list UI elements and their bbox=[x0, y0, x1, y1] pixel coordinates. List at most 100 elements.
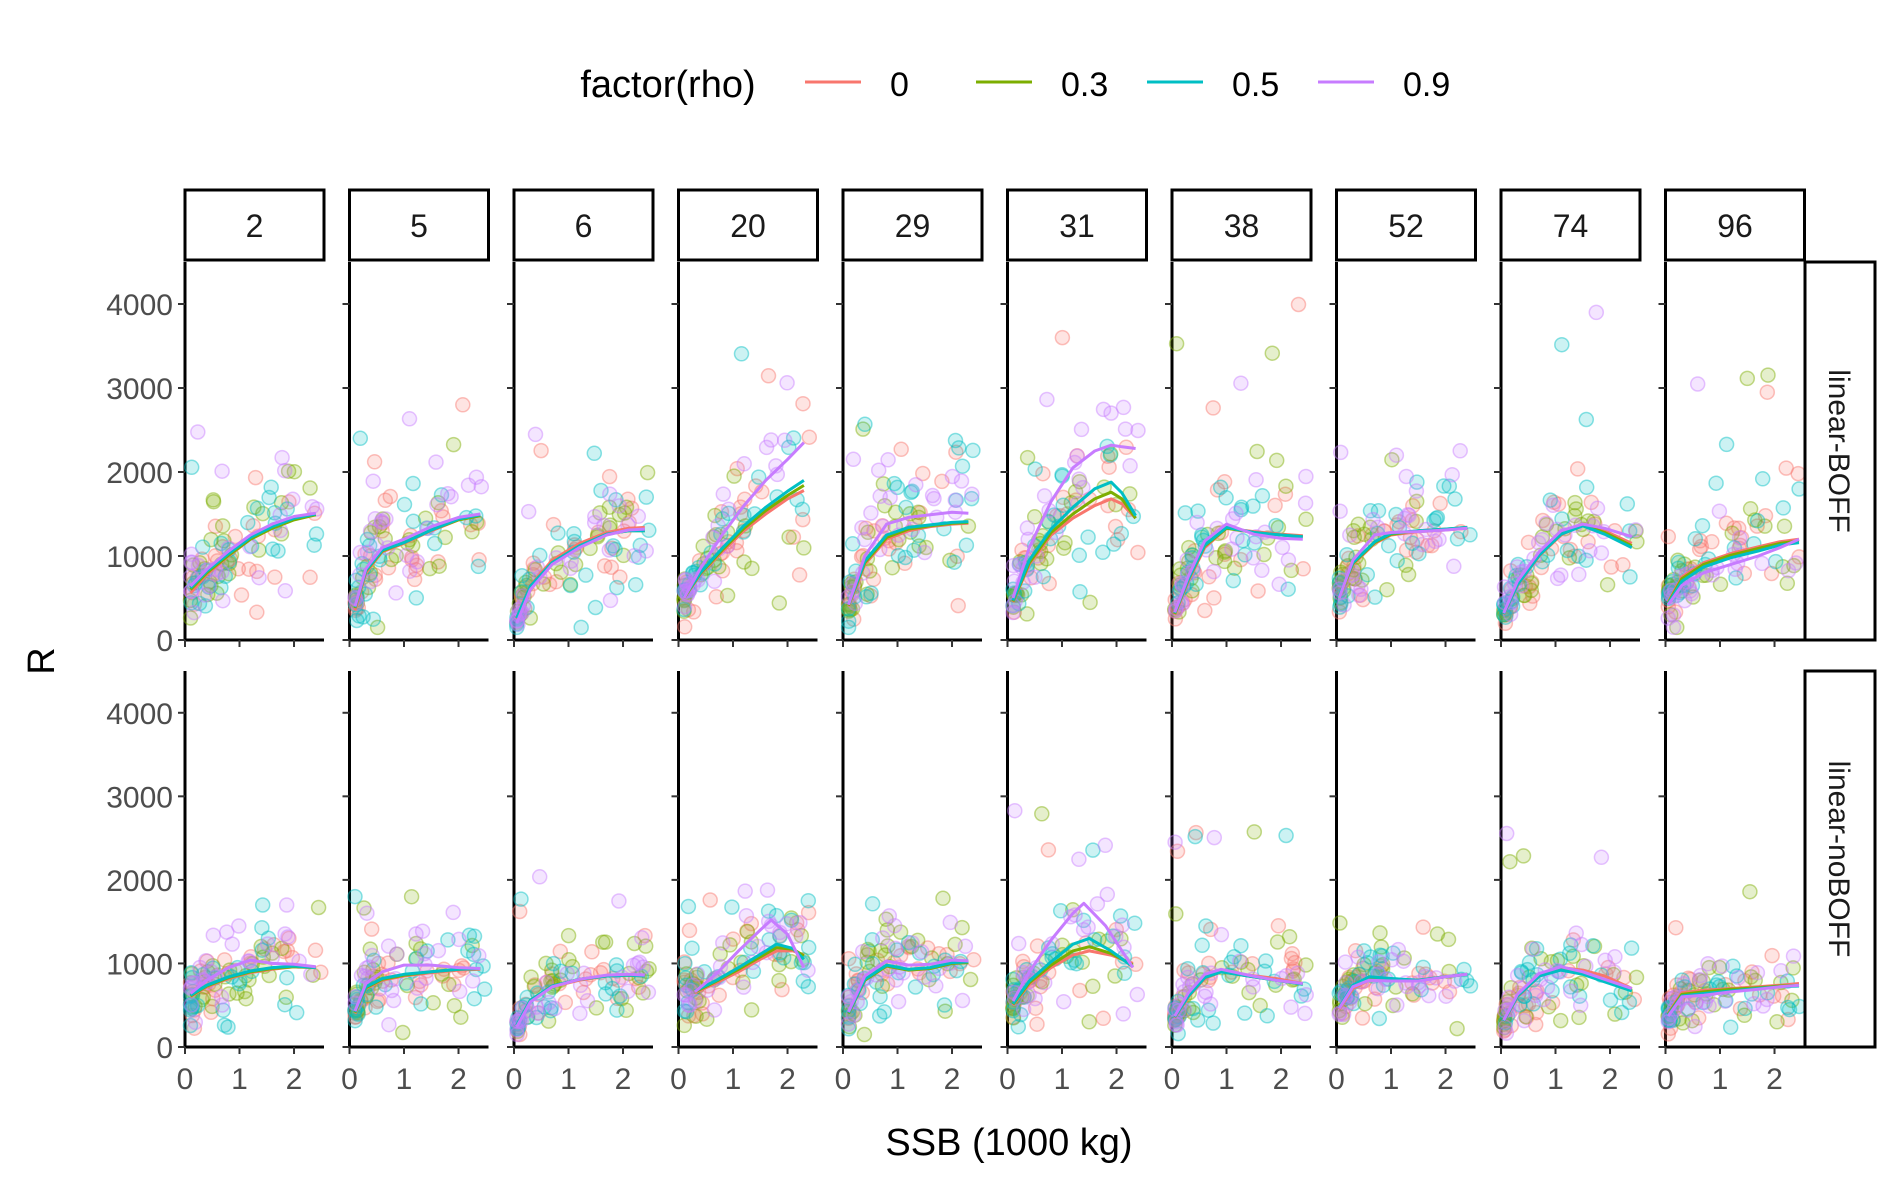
x-tick-label: 1 bbox=[1547, 1063, 1564, 1096]
data-point bbox=[1565, 932, 1582, 948]
panel-linear-noBOFF-96: 0 1 2 bbox=[1657, 671, 1808, 1096]
data-point bbox=[1071, 473, 1088, 490]
data-point bbox=[1180, 965, 1197, 981]
data-point bbox=[1628, 969, 1645, 986]
data-point bbox=[1742, 501, 1759, 517]
data-point bbox=[714, 511, 731, 527]
data-point bbox=[464, 937, 480, 954]
data-point bbox=[1264, 345, 1281, 361]
data-point bbox=[942, 552, 958, 569]
data-point bbox=[1396, 510, 1413, 527]
data-point bbox=[1067, 484, 1084, 500]
data-point bbox=[266, 936, 282, 953]
data-point bbox=[1669, 619, 1685, 636]
data-point bbox=[604, 540, 620, 556]
panel-linear-BOFF-31 bbox=[1000, 262, 1147, 647]
data-point bbox=[1535, 991, 1552, 1008]
data-point bbox=[1168, 1017, 1184, 1033]
data-point bbox=[1410, 974, 1427, 991]
data-point bbox=[274, 940, 290, 957]
data-point bbox=[544, 962, 560, 978]
data-point bbox=[793, 927, 810, 944]
data-point bbox=[1553, 567, 1569, 583]
data-point bbox=[1568, 977, 1585, 993]
data-point bbox=[1525, 996, 1542, 1012]
data-point bbox=[1521, 578, 1537, 595]
data-point bbox=[408, 935, 424, 952]
x-tick-label: 1 bbox=[560, 1063, 577, 1096]
data-point bbox=[466, 990, 483, 1007]
data-point bbox=[1626, 991, 1643, 1008]
data-point bbox=[1271, 576, 1287, 593]
data-point bbox=[875, 930, 891, 946]
data-point bbox=[735, 979, 752, 995]
data-point bbox=[857, 416, 873, 433]
data-point bbox=[230, 561, 247, 577]
data-point bbox=[1285, 961, 1302, 977]
fit-line-rho-0.9 bbox=[353, 512, 481, 607]
data-point bbox=[430, 494, 446, 511]
data-point bbox=[254, 942, 270, 958]
data-point bbox=[1420, 537, 1436, 554]
data-point bbox=[1362, 503, 1379, 519]
data-point bbox=[512, 1026, 528, 1043]
data-point bbox=[1167, 1017, 1183, 1033]
data-point bbox=[1701, 959, 1717, 976]
data-point bbox=[1549, 570, 1566, 587]
data-point bbox=[916, 969, 933, 985]
data-point bbox=[1277, 486, 1294, 502]
data-point bbox=[367, 567, 383, 584]
data-point bbox=[399, 977, 416, 994]
data-point bbox=[737, 883, 753, 899]
data-point bbox=[573, 619, 589, 636]
data-point bbox=[1356, 956, 1372, 973]
data-point bbox=[1621, 994, 1638, 1011]
legend-label: 0 bbox=[890, 66, 909, 104]
data-point bbox=[1054, 329, 1071, 346]
data-point bbox=[715, 935, 731, 951]
facet-strip-label: 5 bbox=[410, 208, 428, 244]
data-point bbox=[947, 492, 964, 508]
data-point bbox=[274, 449, 290, 466]
data-point bbox=[190, 557, 207, 574]
data-point bbox=[1225, 572, 1242, 589]
data-point bbox=[413, 996, 429, 1012]
data-point bbox=[383, 982, 400, 999]
data-point bbox=[405, 513, 422, 530]
data-point bbox=[1742, 883, 1758, 900]
data-point bbox=[1250, 583, 1266, 599]
data-point bbox=[609, 990, 626, 1007]
data-point bbox=[183, 554, 199, 571]
data-point bbox=[1781, 1001, 1798, 1018]
data-point bbox=[1691, 972, 1708, 989]
data-point bbox=[1201, 569, 1217, 585]
x-axis-title: SSB (1000 kg) bbox=[885, 1122, 1132, 1164]
data-point bbox=[1283, 950, 1300, 967]
data-point bbox=[1603, 559, 1620, 575]
data-point bbox=[1497, 1022, 1513, 1038]
data-point bbox=[1682, 971, 1699, 988]
data-point bbox=[273, 495, 290, 511]
data-point bbox=[1285, 963, 1301, 979]
data-point bbox=[681, 979, 698, 996]
legend-label: 0.9 bbox=[1403, 66, 1450, 104]
data-point bbox=[1540, 999, 1557, 1015]
x-tick-label: 0 bbox=[341, 1063, 358, 1096]
data-point bbox=[511, 903, 528, 920]
data-point bbox=[1388, 447, 1405, 463]
data-point bbox=[1075, 479, 1091, 496]
data-point bbox=[470, 558, 487, 575]
data-point bbox=[886, 917, 903, 934]
data-point bbox=[1295, 561, 1311, 577]
data-point bbox=[761, 931, 777, 948]
x-tick-label: 2 bbox=[615, 1063, 632, 1096]
data-point bbox=[845, 451, 862, 468]
data-point bbox=[184, 969, 200, 986]
data-point bbox=[1523, 582, 1540, 599]
data-point bbox=[1095, 544, 1111, 561]
data-point bbox=[378, 511, 394, 527]
data-point bbox=[1331, 1002, 1348, 1019]
fit-line-rho-0.9 bbox=[1337, 526, 1468, 599]
data-point bbox=[1441, 983, 1458, 1000]
data-point bbox=[559, 965, 575, 982]
